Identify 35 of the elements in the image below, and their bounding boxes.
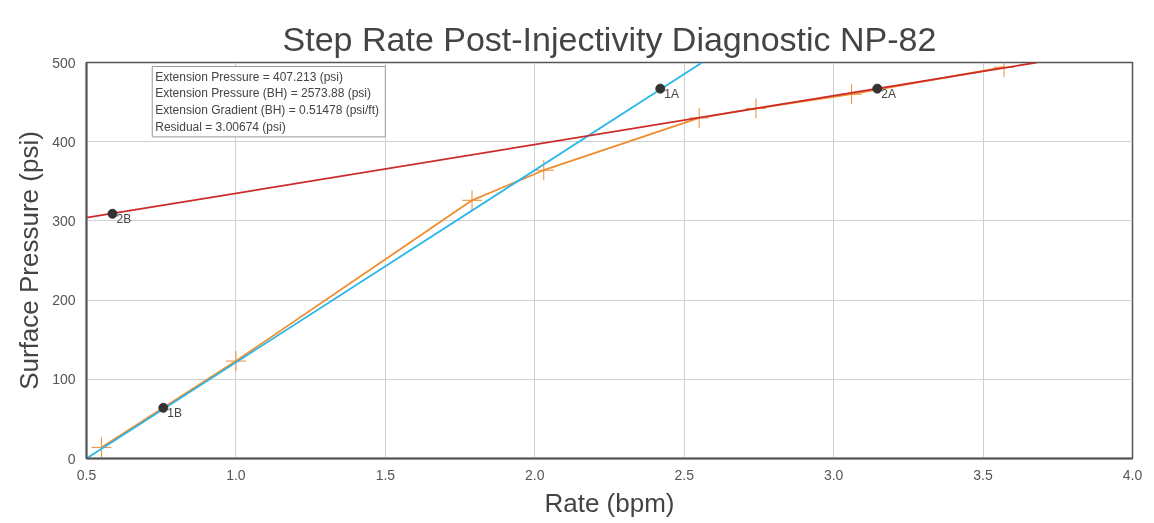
- y-tick-label: 0: [67, 450, 76, 467]
- annotation: 1A: [664, 86, 679, 101]
- y-tick-label: 200: [52, 292, 76, 309]
- y-tick-label: 500: [52, 54, 76, 71]
- annotation: Extension Gradient (BH) = 0.51478 (psi/ft): [155, 103, 380, 118]
- x-tick-label: 2.5: [674, 466, 695, 483]
- x-tick-label: 0.5: [76, 466, 97, 483]
- annotation: Residual = 3.00674 (psi): [155, 119, 286, 134]
- point: [90, 436, 112, 458]
- y-tick-label: 300: [52, 212, 76, 229]
- annotation: 1B: [167, 405, 182, 420]
- x-tick-label: 1.5: [375, 466, 396, 483]
- y-tick-label: 400: [52, 133, 76, 150]
- point: [107, 208, 118, 219]
- annotation: 2A: [881, 86, 896, 101]
- y-axis-title: Surface Pressure (psi): [14, 131, 45, 390]
- point: [872, 83, 883, 94]
- point: [158, 402, 169, 413]
- annotation: 2B: [116, 211, 132, 226]
- point: [461, 189, 483, 211]
- x-tick-label: 3.5: [973, 466, 994, 483]
- chart-title: Step Rate Post-Injectivity Diagnostic NP-82: [282, 19, 937, 58]
- x-tick-label: 1.0: [226, 466, 246, 483]
- point: [688, 107, 710, 129]
- x-tick-label: 2.0: [525, 466, 545, 483]
- x-tick-label: 4.0: [1122, 466, 1143, 483]
- point: [225, 350, 247, 372]
- point: [655, 83, 666, 94]
- y-tick-label: 100: [52, 371, 76, 388]
- annotation: Extension Pressure = 407.213 (psi): [155, 69, 344, 84]
- point: [533, 159, 555, 181]
- annotation: Extension Pressure (BH) = 2573.88 (psi): [155, 86, 372, 101]
- x-tick-label: 3.0: [823, 466, 844, 483]
- point: [745, 97, 767, 119]
- x-axis-title: Rate (bpm): [544, 487, 675, 518]
